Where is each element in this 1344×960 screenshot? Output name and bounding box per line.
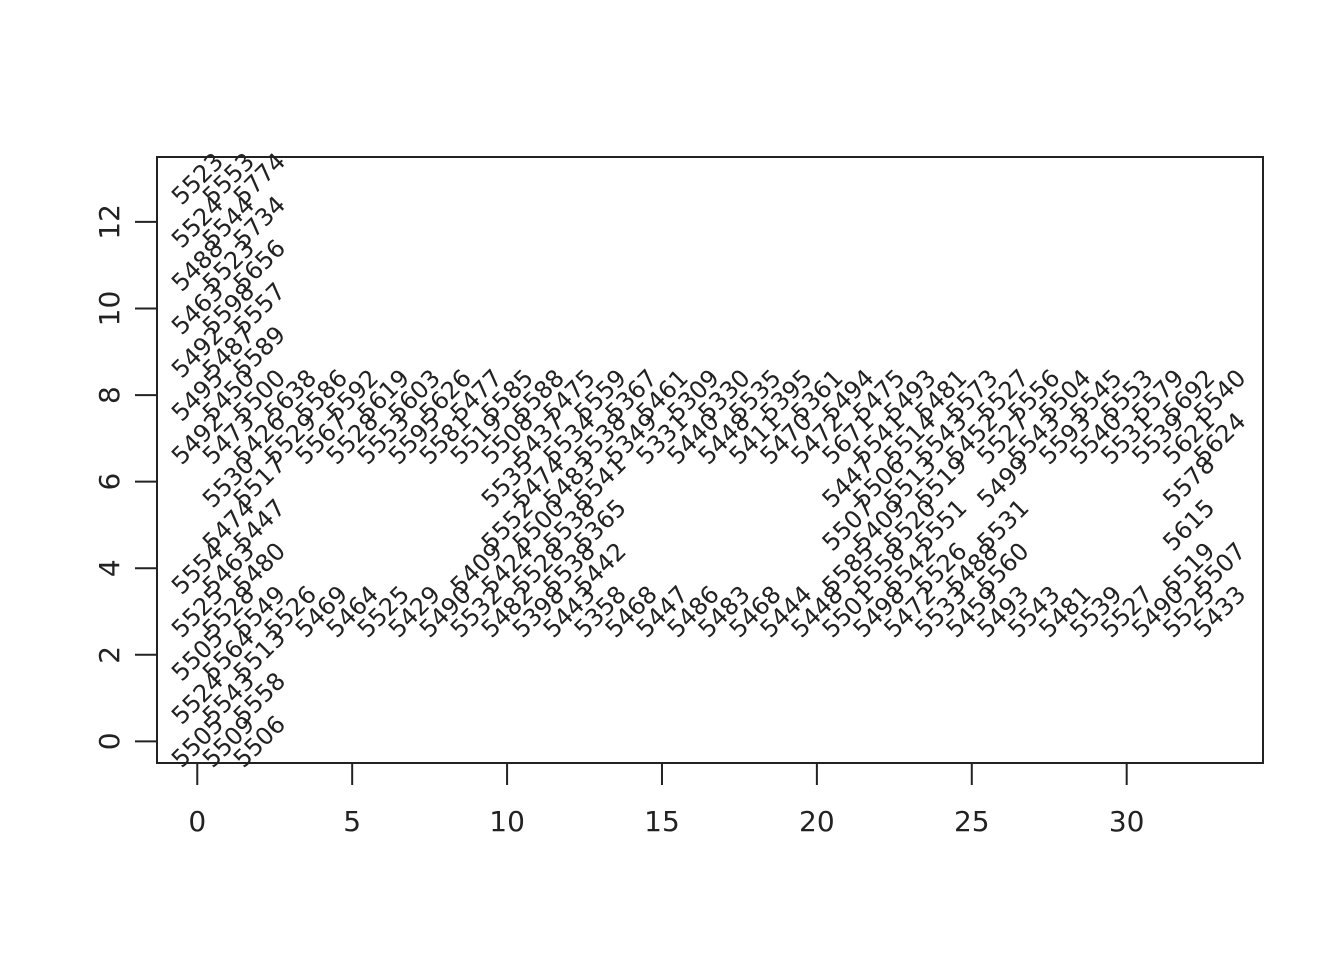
x-tick-label: 15 <box>644 805 680 838</box>
y-tick-label: 12 <box>93 204 126 240</box>
y-tick-label: 10 <box>93 291 126 327</box>
x-tick-label: 30 <box>1109 805 1145 838</box>
y-tick-label: 4 <box>93 559 126 577</box>
x-tick-label: 10 <box>489 805 525 838</box>
y-tick-label: 8 <box>93 386 126 404</box>
x-tick-label: 20 <box>799 805 835 838</box>
x-tick-label: 25 <box>954 805 990 838</box>
x-axis: 0 5 10 15 20 25 30 <box>188 762 1145 838</box>
y-tick-label: 0 <box>93 732 126 750</box>
x-tick-label: 0 <box>188 805 206 838</box>
y-axis: 0 2 4 6 8 10 12 <box>93 204 158 750</box>
y-tick-label: 6 <box>93 473 126 491</box>
x-tick-label: 5 <box>343 805 361 838</box>
y-tick-label: 2 <box>93 646 126 664</box>
